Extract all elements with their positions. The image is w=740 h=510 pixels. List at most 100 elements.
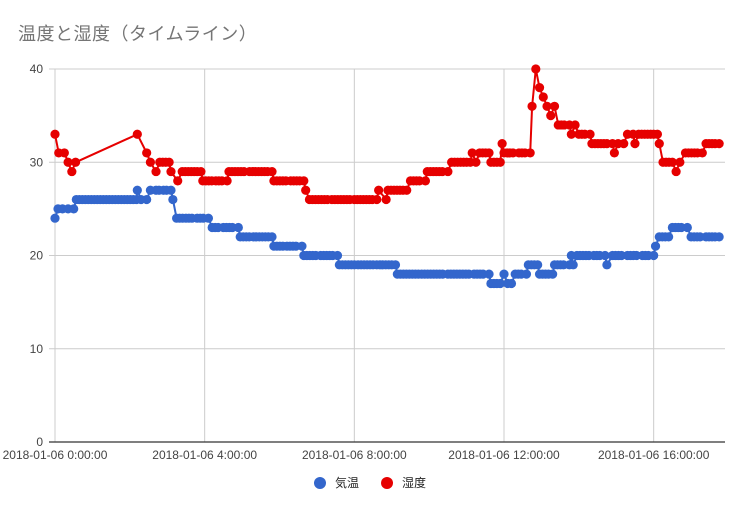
data-point[interactable] bbox=[570, 120, 580, 130]
data-point[interactable] bbox=[521, 269, 532, 279]
y-tick-label: 30 bbox=[30, 155, 44, 169]
legend-label: 気温 bbox=[334, 476, 359, 490]
chart-title: 温度と湿度（タイムライン） bbox=[18, 24, 258, 45]
data-point[interactable] bbox=[534, 83, 545, 93]
data-point[interactable] bbox=[664, 232, 674, 242]
data-point[interactable] bbox=[222, 176, 232, 186]
data-point[interactable] bbox=[166, 166, 176, 177]
data-point[interactable] bbox=[667, 157, 677, 167]
data-point[interactable] bbox=[372, 194, 382, 205]
series-line bbox=[54, 189, 720, 285]
x-tick-label: 2018-01-06 4:00:00 bbox=[152, 448, 257, 462]
data-point[interactable] bbox=[467, 148, 477, 158]
data-point[interactable] bbox=[132, 185, 142, 195]
y-tick-label: 0 bbox=[36, 435, 43, 449]
data-point[interactable] bbox=[142, 148, 152, 158]
legend-item-humidity[interactable]: 湿度 bbox=[381, 474, 426, 491]
data-point[interactable] bbox=[497, 139, 507, 149]
data-point[interactable] bbox=[420, 176, 431, 186]
y-tick-label: 40 bbox=[30, 62, 44, 76]
y-axis-ticks: 0 10 20 30 40 bbox=[30, 62, 44, 449]
data-point[interactable] bbox=[675, 157, 685, 167]
data-point[interactable] bbox=[50, 129, 60, 139]
legend-item-temperature[interactable]: 気温 bbox=[313, 474, 359, 491]
data-point[interactable] bbox=[527, 101, 537, 111]
data-point[interactable] bbox=[549, 101, 560, 111]
data-point[interactable] bbox=[650, 241, 661, 251]
data-point[interactable] bbox=[714, 232, 724, 242]
data-point[interactable] bbox=[714, 139, 724, 149]
data-point[interactable] bbox=[142, 194, 152, 205]
data-series bbox=[50, 64, 724, 289]
data-point[interactable] bbox=[697, 148, 707, 158]
data-point[interactable] bbox=[484, 148, 494, 158]
data-point[interactable] bbox=[654, 139, 664, 149]
data-point[interactable] bbox=[671, 166, 681, 177]
data-point[interactable] bbox=[548, 269, 558, 279]
data-point[interactable] bbox=[196, 166, 206, 177]
data-point[interactable] bbox=[471, 157, 481, 167]
x-tick-label: 2018-01-06 0:00:00 bbox=[3, 448, 108, 462]
data-point[interactable] bbox=[132, 129, 142, 139]
data-point[interactable] bbox=[69, 204, 79, 214]
data-point[interactable] bbox=[301, 185, 311, 195]
y-tick-label: 20 bbox=[30, 249, 44, 263]
data-point[interactable] bbox=[585, 129, 595, 139]
data-point[interactable] bbox=[630, 139, 640, 149]
data-point[interactable] bbox=[50, 213, 60, 223]
x-tick-label: 2018-01-06 8:00:00 bbox=[302, 448, 407, 462]
data-point[interactable] bbox=[390, 260, 401, 270]
data-point[interactable] bbox=[402, 185, 412, 195]
data-point[interactable] bbox=[602, 260, 612, 270]
data-point[interactable] bbox=[600, 250, 610, 261]
data-point[interactable] bbox=[267, 166, 277, 177]
data-point[interactable] bbox=[546, 111, 556, 121]
data-point[interactable] bbox=[299, 176, 309, 186]
legend-label: 湿度 bbox=[402, 476, 427, 490]
data-point[interactable] bbox=[609, 148, 619, 158]
data-point[interactable] bbox=[649, 250, 659, 261]
data-point[interactable] bbox=[381, 194, 391, 205]
data-point[interactable] bbox=[297, 241, 307, 251]
data-point[interactable] bbox=[332, 250, 343, 261]
data-point[interactable] bbox=[233, 222, 243, 233]
x-axis-ticks: 2018-01-06 0:00:00 2018-01-06 4:00:00 2018… bbox=[3, 448, 710, 462]
data-point[interactable] bbox=[568, 260, 578, 270]
data-point[interactable] bbox=[484, 269, 494, 279]
data-point[interactable] bbox=[682, 222, 692, 233]
data-point[interactable] bbox=[542, 101, 552, 111]
data-point[interactable] bbox=[533, 260, 543, 270]
data-point[interactable] bbox=[531, 64, 541, 74]
data-point[interactable] bbox=[506, 278, 517, 289]
data-point[interactable] bbox=[525, 148, 535, 158]
red-dot-icon bbox=[381, 476, 393, 489]
x-tick-label: 2018-01-06 12:00:00 bbox=[448, 448, 560, 462]
data-point[interactable] bbox=[166, 185, 176, 195]
data-point[interactable] bbox=[495, 278, 505, 289]
humidity-series bbox=[50, 64, 724, 205]
x-tick-label: 2018-01-06 16:00:00 bbox=[598, 448, 710, 462]
data-point[interactable] bbox=[267, 232, 277, 242]
data-point[interactable] bbox=[619, 139, 629, 149]
data-point[interactable] bbox=[59, 148, 69, 158]
data-point[interactable] bbox=[67, 166, 77, 177]
data-point[interactable] bbox=[495, 157, 505, 167]
blue-dot-icon bbox=[313, 476, 326, 489]
data-point[interactable] bbox=[374, 185, 384, 195]
data-point[interactable] bbox=[164, 157, 174, 167]
data-point[interactable] bbox=[499, 269, 509, 279]
data-point[interactable] bbox=[70, 157, 81, 167]
data-point[interactable] bbox=[145, 157, 156, 167]
data-point[interactable] bbox=[173, 176, 183, 186]
data-point[interactable] bbox=[652, 129, 663, 139]
data-point[interactable] bbox=[443, 166, 453, 177]
series-line bbox=[54, 68, 720, 202]
temperature-series bbox=[50, 185, 724, 289]
data-point[interactable] bbox=[168, 194, 178, 205]
data-point[interactable] bbox=[566, 129, 576, 139]
data-point[interactable] bbox=[151, 166, 161, 177]
data-point[interactable] bbox=[538, 92, 548, 102]
data-point[interactable] bbox=[63, 157, 73, 167]
data-point[interactable] bbox=[203, 213, 214, 223]
